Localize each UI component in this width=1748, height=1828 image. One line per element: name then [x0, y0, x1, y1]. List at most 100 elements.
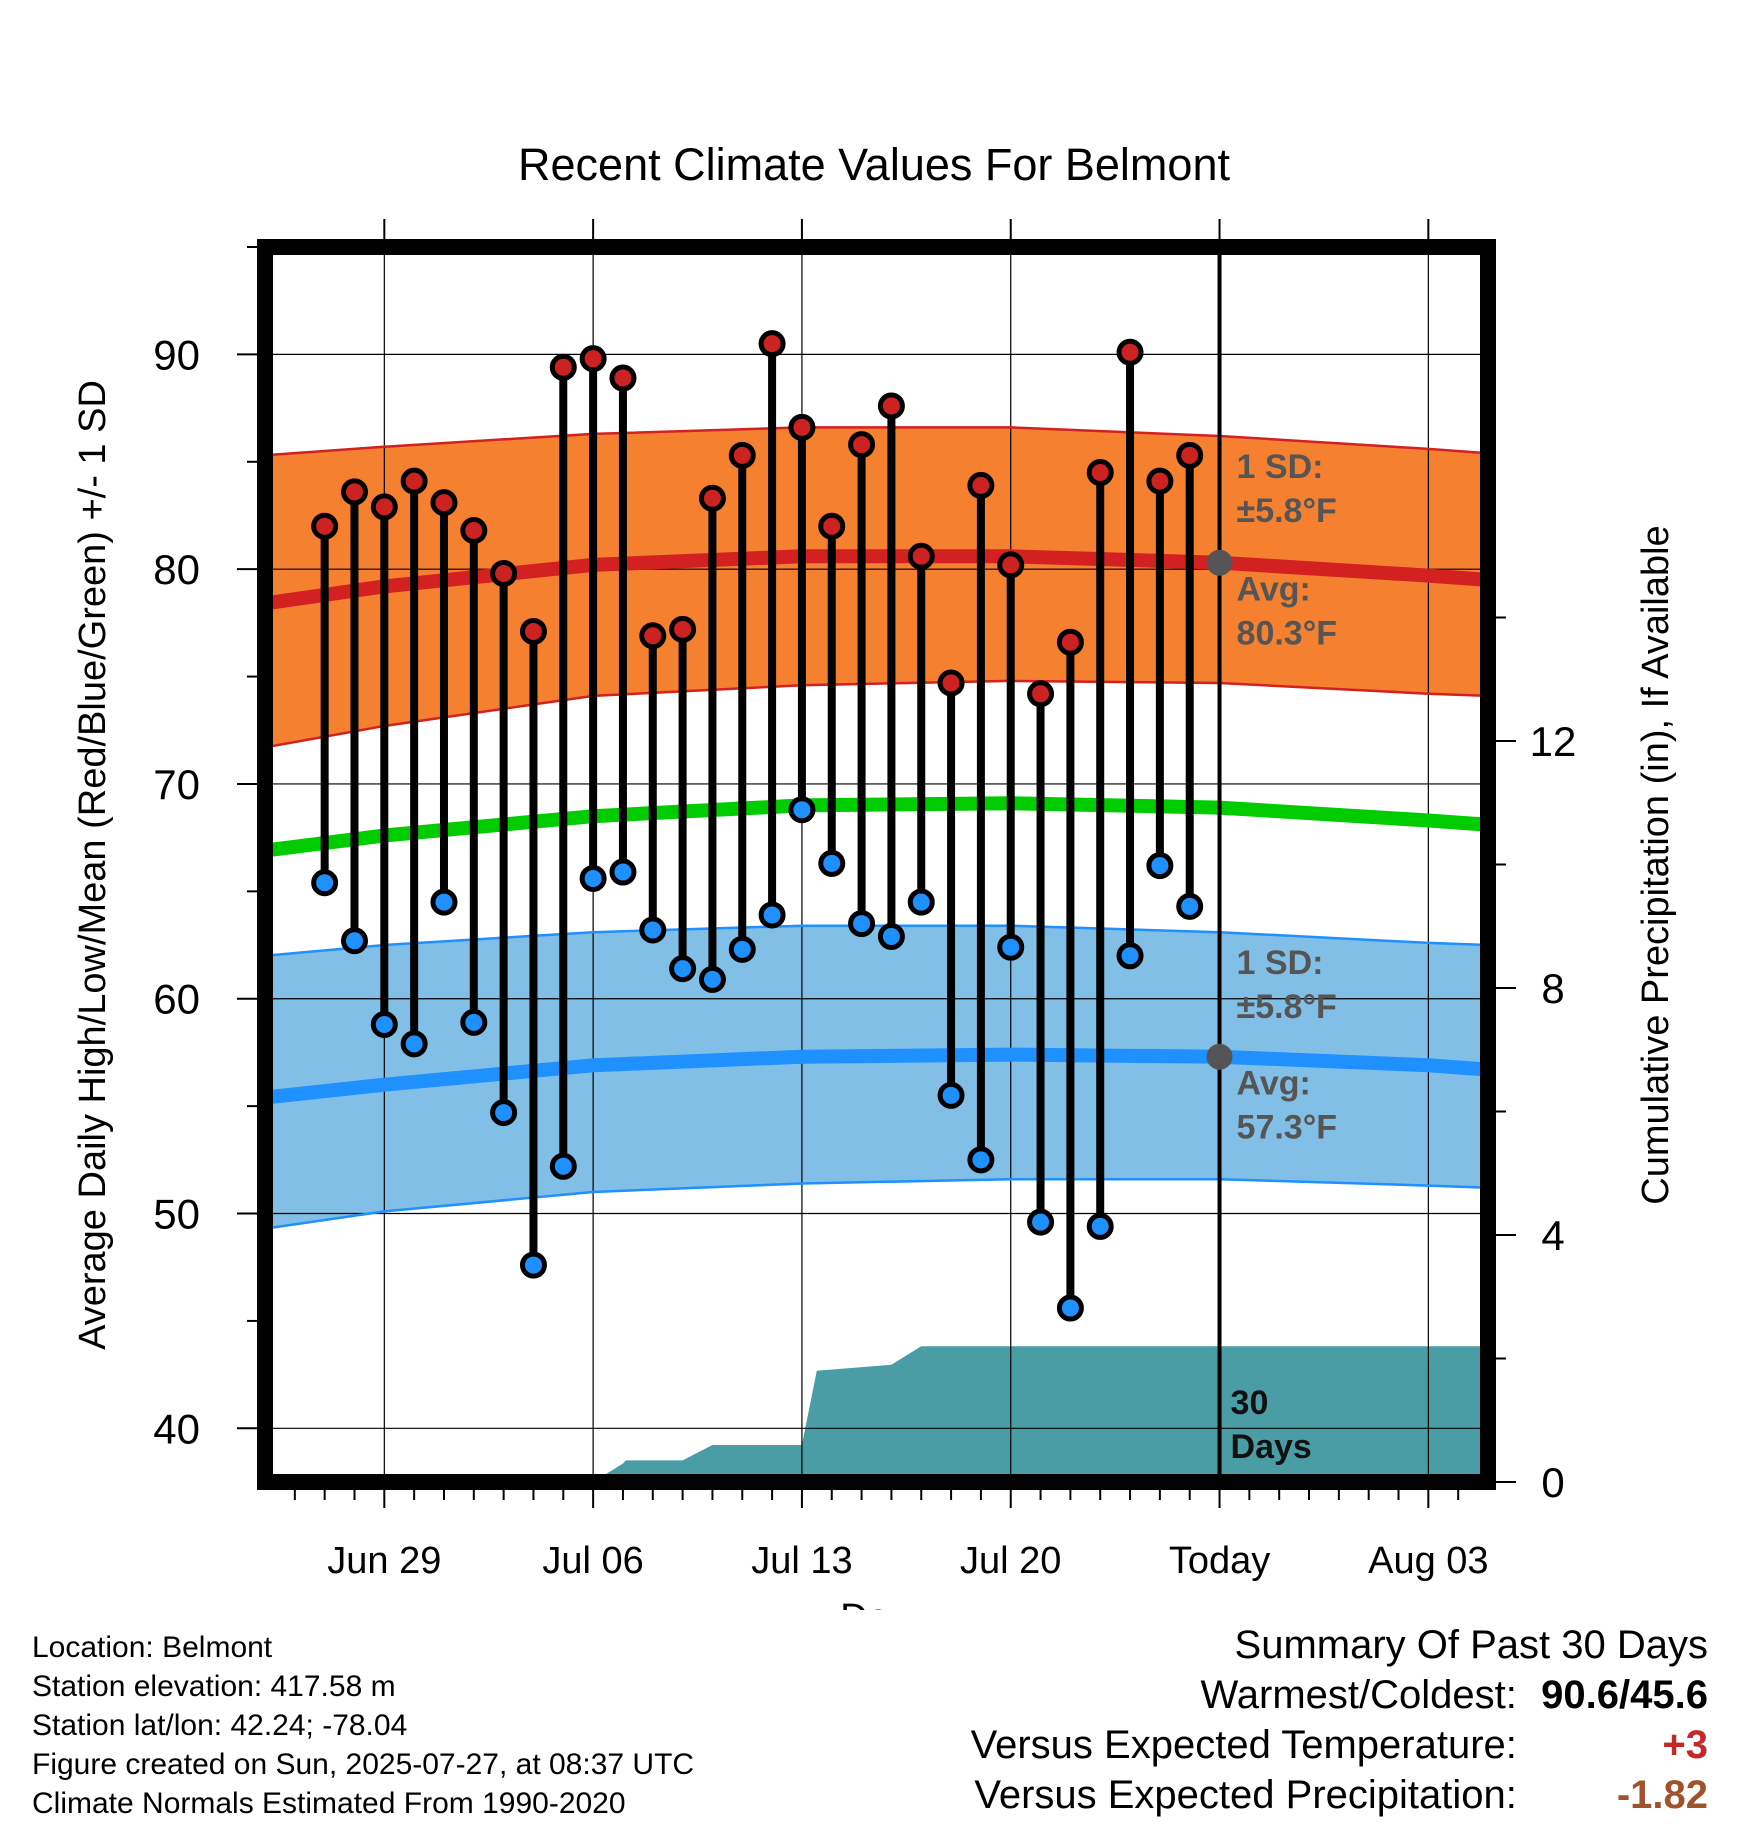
summary-title: Summary Of Past 30 Days	[1234, 1623, 1708, 1667]
y-tick-label: 80	[153, 546, 200, 593]
daily-low-point	[967, 1146, 995, 1174]
daily-low-point	[460, 1008, 488, 1036]
daily-low-point	[669, 955, 697, 983]
daily-high-point	[490, 559, 518, 587]
daily-high-point	[728, 441, 756, 469]
plot-frame	[257, 239, 1496, 1490]
daily-low-point	[490, 1099, 518, 1127]
x-tick-label: Today	[1169, 1540, 1270, 1582]
latlon-text: Station lat/lon: 42.24; -78.04	[32, 1709, 408, 1742]
high-sd-value: ±5.8°F	[1237, 492, 1337, 530]
y2-axis-label: Cumulative Precipitation (in), If Availa…	[1635, 525, 1677, 1204]
y-tick-label: 50	[153, 1191, 200, 1238]
precip-label: Versus Expected Precipitation:	[974, 1773, 1517, 1817]
daily-high-point	[698, 484, 726, 512]
y2-tick-label: 8	[1541, 965, 1564, 1012]
low-sd-label: 1 SD:	[1237, 944, 1324, 982]
x-tick-label: Jul 06	[542, 1540, 643, 1582]
daily-low-point	[519, 1251, 547, 1279]
daily-high-point	[430, 489, 458, 517]
daily-high-point	[519, 617, 547, 645]
y-tick-label: 40	[153, 1405, 200, 1452]
daily-high-point	[549, 353, 577, 381]
daily-high-point	[1086, 459, 1114, 487]
x-axis-label: Day	[840, 1597, 908, 1610]
daily-low-point	[758, 901, 786, 929]
plot-area	[265, 247, 1488, 1482]
x-tick-label: Jun 29	[327, 1540, 441, 1582]
daily-low-point	[997, 933, 1025, 961]
precip-value: -1.82	[1616, 1773, 1708, 1817]
daily-low-point	[400, 1030, 428, 1058]
summary-warmest-row: Warmest/Coldest: 90.6/45.6	[971, 1670, 1709, 1720]
daily-high-point	[1146, 467, 1174, 495]
daily-high-point	[370, 493, 398, 521]
precip-area	[593, 1346, 1488, 1482]
x-tick-label: Jul 13	[751, 1540, 852, 1582]
low-avg-label: Avg:	[1237, 1065, 1311, 1103]
summary-precip-row: Versus Expected Precipitation: -1.82	[971, 1770, 1708, 1820]
daily-high-point	[937, 669, 965, 697]
low-sd-band	[265, 925, 1488, 1229]
high-avg-label: Avg:	[1237, 571, 1311, 609]
daily-low-point	[818, 849, 846, 877]
precip-days-number: 30	[1231, 1384, 1269, 1422]
daily-low-point	[907, 888, 935, 916]
daily-high-point	[609, 364, 637, 392]
daily-low-point	[1086, 1212, 1114, 1240]
daily-low-point	[639, 916, 667, 944]
y-tick-label: 60	[153, 976, 200, 1023]
warmest-label: Warmest/Coldest:	[1200, 1673, 1517, 1717]
y2-tick-label: 0	[1541, 1459, 1564, 1506]
daily-high-point	[818, 512, 846, 540]
elevation-text: Station elevation: 417.58 m	[32, 1670, 396, 1703]
warmest-value: 90.6/45.6	[1541, 1673, 1708, 1717]
y-tick-label: 70	[153, 761, 200, 808]
daily-high-point	[311, 512, 339, 540]
daily-high-point	[997, 551, 1025, 579]
created-text: Figure created on Sun, 2025-07-27, at 08…	[32, 1748, 695, 1781]
daily-low-point	[609, 858, 637, 886]
daily-high-point	[788, 413, 816, 441]
daily-high-point	[579, 345, 607, 373]
daily-high-point	[907, 542, 935, 570]
low-sd-lower-edge	[265, 1177, 1488, 1230]
high-sd-upper-edge	[265, 426, 1488, 457]
y2-tick-label: 4	[1541, 1212, 1564, 1259]
daily-high-point	[967, 471, 995, 499]
daily-high-point	[1056, 628, 1084, 656]
daily-high-point	[1176, 441, 1204, 469]
daily-high-point	[400, 467, 428, 495]
y-axis-label: Average Daily High/Low/Mean (Red/Blue/Gr…	[72, 380, 114, 1350]
chart-title: Recent Climate Values For Belmont	[518, 139, 1230, 190]
high-sd-band	[265, 427, 1488, 748]
daily-high-point	[848, 431, 876, 459]
climate-chart: 1 SD: ±5.8°F Avg: 80.3°F 1 SD: ±5.8°F Avg: 57.3…	[72, 139, 1677, 1610]
location-text: Location: Belmont	[32, 1631, 273, 1664]
daily-low-point	[1056, 1294, 1084, 1322]
today-high-avg-marker	[1206, 549, 1233, 576]
daily-low-point	[1116, 942, 1144, 970]
temp-label: Versus Expected Temperature:	[970, 1723, 1517, 1767]
daily-low-point	[1146, 852, 1174, 880]
high-sd-lower-edge	[265, 679, 1488, 749]
low-avg-value: 57.3°F	[1237, 1109, 1338, 1147]
daily-high-point	[340, 478, 368, 506]
summary-temp-row: Versus Expected Temperature: +3	[971, 1720, 1708, 1770]
y-tick-label: 90	[153, 331, 200, 378]
high-sd-label: 1 SD:	[1237, 448, 1324, 486]
daily-low-point	[549, 1152, 577, 1180]
precip-days-label: Days	[1231, 1428, 1312, 1466]
daily-low-point	[1176, 892, 1204, 920]
daily-low-point	[579, 864, 607, 892]
daily-low-point	[937, 1081, 965, 1109]
temp-value: +3	[1662, 1723, 1708, 1767]
low-sd-upper-edge	[265, 924, 1488, 958]
normal-mean-line	[265, 796, 1488, 858]
daily-low-point	[728, 935, 756, 963]
daily-low-point	[370, 1011, 398, 1039]
high-avg-value: 80.3°F	[1237, 615, 1338, 653]
daily-low-point	[788, 796, 816, 824]
daily-high-point	[1116, 338, 1144, 366]
daily-high-point	[669, 615, 697, 643]
